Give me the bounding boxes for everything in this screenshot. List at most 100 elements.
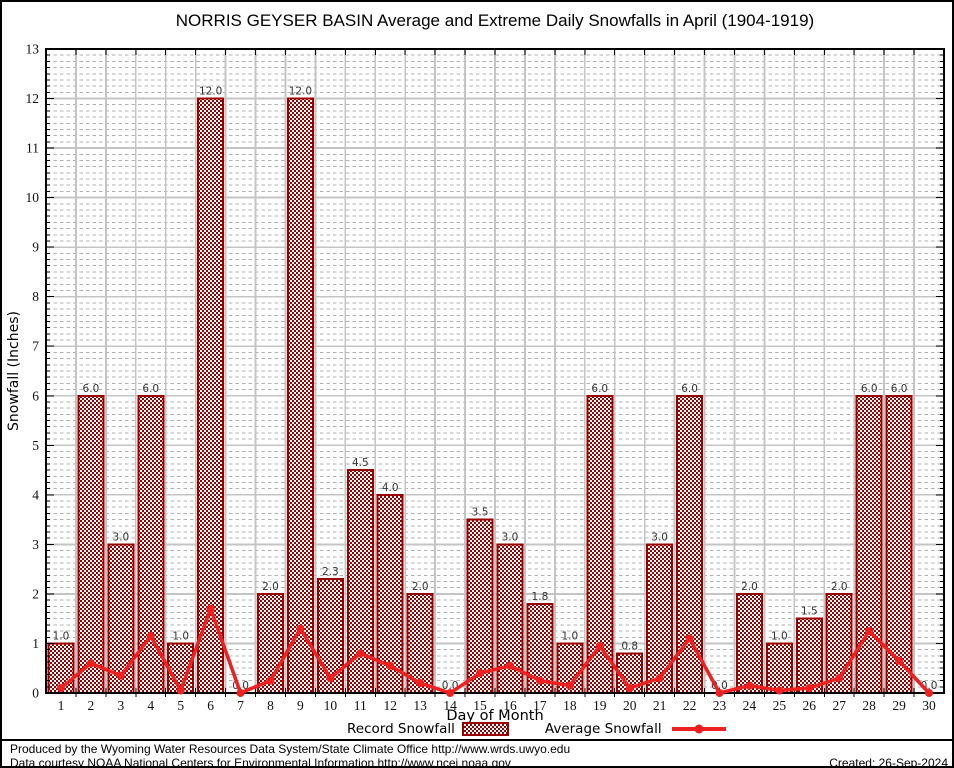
x-tick-label: 28 [862, 698, 876, 713]
average-snowfall-marker [56, 684, 65, 693]
legend-average-swatch [671, 724, 726, 734]
x-tick-label: 10 [324, 698, 338, 713]
y-tick-label: 13 [26, 42, 40, 57]
legend-record-label: Record Snowfall [347, 721, 455, 737]
bar-value-label: 1.0 [561, 630, 578, 642]
x-tick-label: 24 [743, 698, 757, 713]
average-snowfall-marker [595, 641, 604, 650]
y-tick-label: 2 [32, 586, 39, 601]
bar-value-label: 6.0 [681, 383, 698, 395]
x-tick-label: 22 [683, 698, 697, 713]
bar-value-label: 6.0 [142, 383, 159, 395]
y-tick-label: 11 [26, 141, 39, 156]
x-tick-label: 23 [713, 698, 727, 713]
y-tick-label: 7 [32, 339, 39, 354]
average-snowfall-marker [206, 604, 215, 613]
average-snowfall-marker [685, 634, 694, 643]
bar-value-label: 6.0 [891, 383, 908, 395]
bar-value-label: 12.0 [289, 86, 312, 98]
x-tick-label: 6 [207, 698, 214, 713]
bar-value-label: 1.5 [801, 606, 818, 618]
record-snowfall-bar [257, 592, 284, 695]
bar-value-label: 1.0 [172, 630, 189, 642]
average-snowfall-marker [775, 686, 784, 695]
x-tick-label: 3 [117, 698, 124, 713]
record-snowfall-bar [197, 97, 225, 695]
record-snowfall-bar [316, 578, 344, 694]
bar-value-label: 6.0 [83, 383, 100, 395]
average-snowfall-marker [745, 681, 754, 690]
average-snowfall-marker [386, 661, 395, 670]
average-snowfall-marker [715, 689, 724, 697]
legend-average-marker-icon [694, 724, 704, 734]
average-snowfall-marker [416, 679, 425, 688]
x-tick-label: 16 [503, 698, 517, 713]
average-snowfall-marker [476, 669, 485, 678]
y-tick-label: 5 [32, 438, 39, 453]
bar-value-label: 2.0 [741, 581, 758, 593]
average-snowfall-marker [266, 676, 275, 685]
x-tick-label: 2 [88, 698, 95, 713]
x-tick-label: 15 [473, 698, 487, 713]
x-tick-label: 9 [297, 698, 304, 713]
record-snowfall-bar [735, 592, 763, 695]
bar-value-label: 1.0 [53, 630, 70, 642]
y-tick-label: 12 [26, 91, 40, 106]
footer-data-courtesy: Data courtesy NOAA National Centers for … [10, 756, 511, 768]
average-snowfall-marker [835, 674, 844, 683]
y-tick-label: 6 [32, 388, 39, 403]
legend: Record Snowfall Average Snowfall [347, 721, 726, 737]
legend-record-swatch [461, 722, 509, 736]
x-tick-label: 26 [803, 698, 817, 713]
x-tick-labels: 1 2 3 4 5 6 7 8 9 10 11 12 13 14 15 16 17 18 19 20 21 22 23 24 2… [58, 698, 936, 713]
x-axis-title: Day of Month [446, 708, 544, 724]
x-tick-label: 14 [443, 698, 457, 713]
record-snowfall-bar [795, 617, 823, 695]
x-tick-label: 1 [58, 698, 65, 713]
legend-average-label: Average Snowfall [544, 721, 662, 737]
record-snowfall-bar [646, 543, 674, 695]
bar-value-label: 12.0 [199, 86, 222, 98]
x-tick-label: 12 [383, 698, 397, 713]
x-tick-label: 30 [922, 698, 936, 713]
average-snowfall-marker [895, 656, 904, 665]
x-tick-label: 13 [413, 698, 427, 713]
average-snowfall-marker [86, 659, 95, 668]
footer-created-date: Created: 26-Sep-2024 [829, 756, 948, 768]
x-tick-label: 17 [533, 698, 547, 713]
bar-value-label: 2.0 [412, 581, 429, 593]
y-tick-label: 8 [32, 289, 39, 304]
x-tick-label: 4 [147, 698, 154, 713]
bar-value-label: 2.3 [322, 566, 339, 578]
record-snowfall-bar [376, 493, 404, 694]
y-tick-label: 3 [32, 537, 39, 552]
y-tick-label: 0 [32, 686, 39, 701]
bar-value-label: 2.0 [262, 581, 279, 593]
average-snowfall-marker [176, 686, 185, 695]
record-snowfall-bar [466, 518, 494, 694]
x-tick-label: 7 [237, 698, 244, 713]
x-tick-label: 21 [653, 698, 667, 713]
bar-value-label: 4.5 [352, 457, 369, 469]
average-snowfall-marker [805, 684, 814, 693]
axis-ticks [46, 49, 944, 697]
record-snowfall-bar [286, 97, 314, 695]
average-snowfall-marker [296, 624, 305, 633]
bar-value-label: 3.5 [472, 507, 489, 519]
average-snowfall-line [59, 607, 931, 695]
bar-value-label: 2.0 [831, 581, 848, 593]
average-snowfall-marker [116, 671, 125, 680]
record-snowfall-bar [77, 394, 105, 694]
bar-value-label: 0.8 [621, 640, 638, 652]
average-snowfall-marker [655, 674, 664, 683]
average-snowfall-marker [356, 649, 365, 658]
plot-area: 1.06.03.06.01.012.00.02.012.02.34.54.02.… [26, 42, 945, 713]
average-snowfall-markers [56, 604, 934, 697]
average-snowfall-marker [925, 689, 934, 697]
x-tick-label: 27 [832, 698, 846, 713]
bar-value-label: 1.8 [532, 591, 549, 603]
record-snowfall-bar [885, 394, 913, 694]
y-tick-label: 4 [32, 487, 39, 502]
